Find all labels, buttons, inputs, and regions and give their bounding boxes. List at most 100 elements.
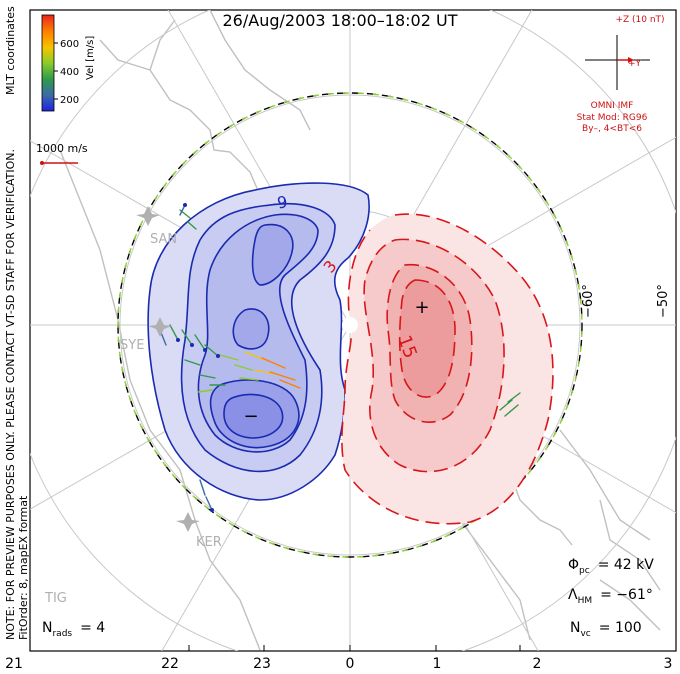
vector [234, 364, 253, 371]
imf-source: OMNI IMF [591, 101, 634, 111]
negative-cell [147, 182, 370, 501]
n-vc-stat: Nvc = 100 [570, 620, 642, 639]
velocity-vectors [159, 203, 521, 512]
radar-sites: SAN SYE KER TIG [44, 206, 222, 606]
lat-label-50: −50° [656, 284, 671, 318]
mlt-tick-label: 21 [5, 656, 23, 672]
vector-head [183, 203, 187, 207]
vector [204, 344, 219, 357]
pole-marker [342, 317, 358, 333]
mlt-tick-label: 23 [253, 656, 271, 672]
imf-y-label: +Y [628, 59, 642, 69]
vector [205, 496, 213, 511]
vector [261, 357, 286, 369]
lambda-hm-stat: ΛHM = −61° [568, 587, 653, 606]
vector-head [176, 338, 180, 342]
phi-pc-value: = 42 kV [598, 557, 655, 573]
contour-label-neg: −9 [262, 192, 289, 215]
velocity-colorbar: 600 400 200 Vel [m/s] [41, 14, 96, 112]
colorbar-tick-label: 200 [60, 95, 79, 106]
n-vc-value: = 100 [599, 620, 642, 636]
vector [199, 479, 206, 496]
vector [169, 324, 179, 341]
neg-contour-4 [251, 223, 294, 286]
coastline [99, 39, 263, 201]
radar-marker [136, 206, 160, 226]
colorbar-tick-label: 400 [60, 67, 79, 78]
vector [269, 371, 296, 381]
colorbar-gradient [41, 14, 55, 112]
mlt-axis: 21 22 23 0 1 2 3 [5, 645, 672, 672]
pos-contour-1 [341, 213, 554, 525]
positive-cell [341, 213, 554, 525]
imf-condition: By–, 4<BT<6 [582, 124, 642, 134]
vector [199, 374, 216, 379]
radar-label-tig: TIG [44, 591, 67, 606]
mlt-tick-label: 2 [533, 656, 542, 672]
lambda-hm-value: = −61° [600, 587, 653, 603]
velocity-scale: 1000 m/s [36, 142, 88, 165]
vector [504, 404, 519, 417]
colorbar-label: Vel [m/s] [85, 36, 96, 80]
fit-order-note: FitOrder: 8, mapEX format [17, 495, 30, 640]
vector-head [210, 508, 214, 512]
radar-marker [176, 512, 200, 532]
vector [181, 329, 193, 346]
vector-head [216, 354, 220, 358]
radar-label-san: SAN [150, 232, 177, 247]
coastline [599, 579, 661, 631]
lambda-hm-symbol: Λ [568, 587, 578, 603]
vector [507, 392, 521, 403]
colorbar-tick-label: 600 [60, 39, 79, 50]
n-rads-value: = 4 [80, 620, 105, 636]
coastline [559, 429, 651, 541]
vector [254, 369, 276, 375]
coastline [149, 19, 176, 71]
imf-dial: +Z (10 nT) +Y OMNI IMF Stat Mod: RG96 By… [577, 15, 665, 134]
mlt-tick-label: 0 [346, 656, 355, 672]
potential-max-marker: + [414, 297, 429, 318]
vector-head [190, 343, 194, 347]
map-title: 26/Aug/2003 18:00–18:02 UT [223, 11, 458, 30]
vector [499, 399, 513, 411]
lambda-hm-sub: HM [578, 596, 593, 606]
mlt-tick-label: 22 [161, 656, 179, 672]
mlt-tick-label: 3 [664, 656, 673, 672]
phi-pc-sub: pc [579, 566, 590, 576]
phi-pc-stat: Φpc = 42 kV [568, 557, 654, 576]
potential-min-marker: − [243, 406, 258, 427]
neg-contour-7 [223, 393, 284, 439]
pos-contour-4 [398, 279, 456, 398]
coastline [209, 10, 311, 131]
n-rads-symbol: N [42, 620, 52, 636]
radar-label-ker: KER [196, 535, 222, 550]
vector [239, 377, 259, 381]
imf-stat-mod: Stat Mod: RG96 [577, 113, 648, 123]
vector-head [203, 348, 207, 352]
vector [244, 351, 266, 361]
n-vc-sub: vc [580, 629, 590, 639]
stats-panel: Φpc = 42 kV ΛHM = −61° Nvc = 100 Nrads = 4 [42, 557, 654, 639]
preview-note: NOTE: FOR PREVIEW PURPOSES ONLY. PLEASE … [4, 149, 17, 640]
coastline [599, 499, 661, 591]
imf-vector-arrowhead [628, 57, 634, 63]
mlt-tick-label: 1 [433, 656, 442, 672]
vector [197, 389, 213, 393]
hmb-boundary-green [117, 92, 583, 558]
coastline [59, 149, 261, 651]
phi-pc-symbol: Φ [568, 557, 579, 573]
velocity-scale-dot [40, 161, 44, 165]
n-vc-symbol: N [570, 620, 580, 636]
vector [187, 221, 197, 230]
vector [219, 354, 239, 361]
imf-z-label: +Z (10 nT) [615, 15, 664, 25]
vector [279, 379, 301, 389]
neg-contour-5 [232, 308, 270, 350]
lat-label-60: −60° [581, 284, 596, 318]
n-rads-sub: rads [52, 629, 72, 639]
vector [194, 334, 206, 351]
n-rads-stat: Nrads = 4 [42, 620, 105, 639]
radar-marker [148, 317, 172, 337]
radar-label-sye: SYE [120, 338, 144, 353]
